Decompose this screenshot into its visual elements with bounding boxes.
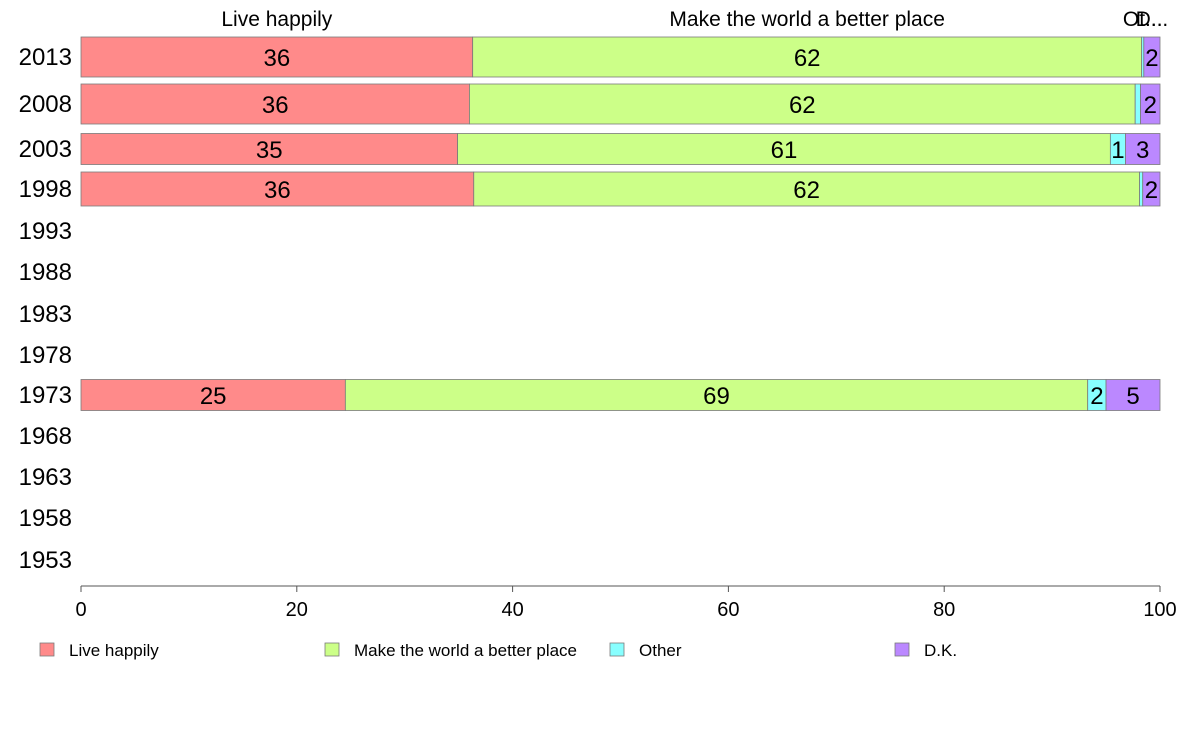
bar-value-label: 2 <box>1145 177 1158 204</box>
bar-segment <box>344 379 1089 411</box>
bar-value-label: 36 <box>263 45 290 72</box>
year-tick-label: 1978 <box>19 342 72 369</box>
x-tick-label: 100 <box>1143 599 1176 621</box>
bar-segment <box>1105 379 1161 411</box>
bar-value-label: 2 <box>1145 45 1158 72</box>
year-tick-label: 1983 <box>19 301 72 328</box>
bar-value-label: 35 <box>256 137 283 164</box>
bar-value-label: 69 <box>703 383 730 410</box>
year-tick-label: 2003 <box>19 136 72 163</box>
x-tick-label: 80 <box>933 599 955 621</box>
year-tick-label: 1973 <box>19 382 72 409</box>
legend-swatch <box>324 642 340 657</box>
bar-value-label: 5 <box>1126 383 1139 410</box>
year-tick-label: 1993 <box>19 218 72 245</box>
series-top-label: Live happily <box>221 8 332 31</box>
bar-segment <box>1143 36 1161 78</box>
series-top-label: D... <box>1136 8 1169 31</box>
x-tick-label: 20 <box>286 599 308 621</box>
bar-segment <box>1140 83 1161 125</box>
bar-value-label: 62 <box>793 177 820 204</box>
bar-value-label: 2 <box>1144 92 1157 119</box>
bar-value-label: 25 <box>200 383 227 410</box>
series-top-label: Make the world a better place <box>669 8 944 31</box>
legend-swatch <box>39 642 55 657</box>
year-tick-label: 2013 <box>19 44 72 71</box>
legend-label: D.K. <box>924 641 957 660</box>
bar-segment <box>1139 171 1144 207</box>
year-tick-label: 1968 <box>19 423 72 450</box>
bar-value-label: 62 <box>789 92 816 119</box>
bar-segment <box>1142 171 1161 207</box>
legend-label: Live happily <box>69 641 159 660</box>
legend-label: Other <box>639 641 682 660</box>
year-tick-label: 1953 <box>19 547 72 574</box>
bar-value-label: 61 <box>771 137 798 164</box>
bar-value-label: 1 <box>1111 137 1124 164</box>
bar-value-label: 2 <box>1090 383 1103 410</box>
x-tick-label: 60 <box>717 599 739 621</box>
x-tick-label: 40 <box>501 599 523 621</box>
bar-value-label: 36 <box>264 177 291 204</box>
bar-segment <box>80 133 458 165</box>
year-tick-label: 2008 <box>19 91 72 118</box>
year-tick-label: 1988 <box>19 259 72 286</box>
legend-swatch <box>609 642 625 657</box>
bar-segment <box>457 133 1111 165</box>
legend-swatch <box>894 642 910 657</box>
year-tick-label: 1998 <box>19 176 72 203</box>
bar-value-label: 62 <box>794 45 821 72</box>
bar-segment <box>1134 83 1141 125</box>
series-top-label: Ot... <box>1123 8 1163 31</box>
bar-segment <box>80 83 470 125</box>
x-tick-label: 0 <box>75 599 86 621</box>
bar-segment <box>80 379 346 411</box>
bar-value-label: 3 <box>1136 137 1149 164</box>
bar-segment <box>1125 133 1161 165</box>
bar-segment <box>472 36 1143 78</box>
legend-label: Make the world a better place <box>354 641 577 660</box>
year-tick-label: 1963 <box>19 464 72 491</box>
bar-segment <box>80 171 475 207</box>
year-tick-label: 1958 <box>19 505 72 532</box>
bar-value-label: 36 <box>262 92 289 119</box>
